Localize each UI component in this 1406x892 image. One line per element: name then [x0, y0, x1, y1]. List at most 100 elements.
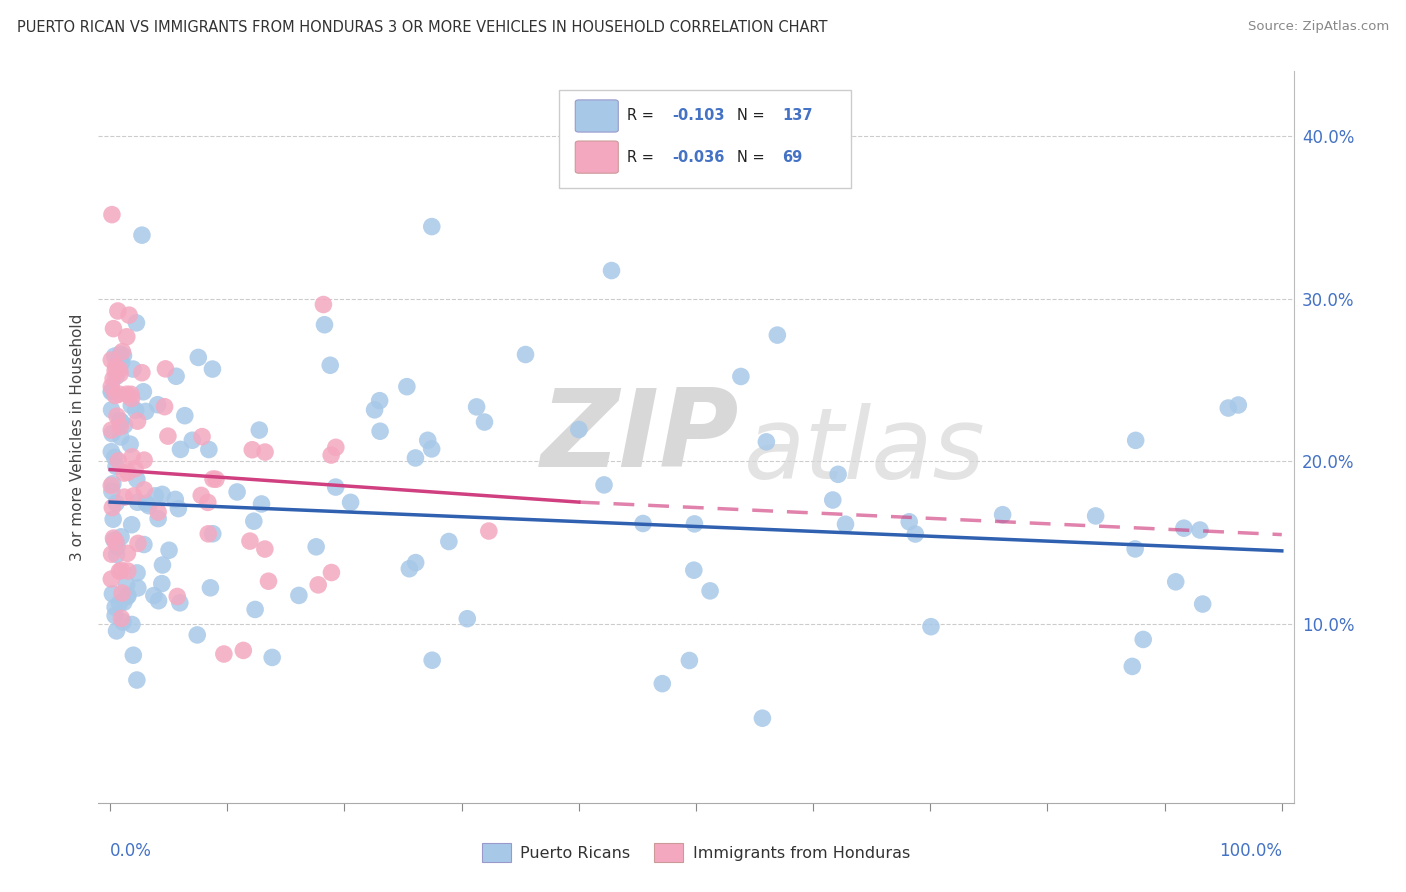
Point — [631, 516, 654, 531]
Point — [110, 430, 132, 444]
Point — [131, 228, 153, 243]
Point — [307, 578, 329, 592]
Point — [100, 478, 122, 492]
Point — [821, 493, 844, 508]
Point — [321, 448, 343, 462]
Point — [100, 423, 122, 437]
Point — [243, 602, 266, 616]
Point — [122, 362, 145, 376]
Point — [600, 263, 623, 277]
Point — [181, 434, 204, 448]
Point — [115, 330, 138, 344]
Point — [465, 400, 488, 414]
Point — [312, 297, 335, 311]
Point — [108, 596, 131, 610]
Point — [101, 500, 124, 515]
Point — [186, 628, 208, 642]
Text: 69: 69 — [782, 150, 803, 165]
Point — [134, 483, 156, 497]
Text: ZIP: ZIP — [541, 384, 740, 490]
Text: atlas: atlas — [744, 403, 986, 500]
Point — [239, 534, 262, 549]
Point — [232, 643, 254, 657]
Point — [138, 499, 160, 513]
Point — [198, 442, 221, 457]
Point — [404, 450, 426, 465]
Point — [110, 347, 132, 361]
Point — [321, 566, 343, 580]
Text: -0.036: -0.036 — [672, 150, 724, 165]
Point — [1173, 521, 1195, 535]
Point — [152, 558, 174, 572]
Text: -0.103: -0.103 — [672, 109, 724, 123]
Point — [766, 328, 789, 343]
Point — [105, 496, 128, 510]
Point — [834, 517, 856, 532]
Point — [132, 384, 155, 399]
Point — [135, 404, 157, 418]
Point — [101, 587, 124, 601]
Point — [103, 533, 125, 547]
Point — [363, 402, 385, 417]
Point — [112, 490, 135, 504]
Point — [105, 459, 128, 474]
Point — [117, 465, 139, 479]
Point — [104, 359, 127, 374]
Point — [682, 563, 704, 577]
Point — [108, 351, 131, 366]
Point — [257, 574, 280, 589]
Point — [108, 367, 131, 381]
Point — [146, 398, 169, 412]
Point — [101, 426, 124, 441]
Point — [115, 590, 138, 604]
Point — [1188, 523, 1211, 537]
Point — [114, 418, 136, 433]
Point — [100, 402, 122, 417]
Point — [105, 624, 128, 638]
Point — [115, 387, 138, 401]
Point — [110, 414, 132, 428]
Point — [247, 423, 270, 437]
Point — [153, 400, 176, 414]
Legend: Puerto Ricans, Immigrants from Honduras: Puerto Ricans, Immigrants from Honduras — [475, 837, 917, 868]
Point — [395, 379, 418, 393]
Point — [197, 526, 219, 541]
Point — [125, 566, 148, 580]
Point — [420, 442, 443, 456]
Point — [201, 472, 224, 486]
Point — [110, 611, 132, 625]
Point — [104, 533, 127, 548]
Point — [105, 369, 128, 384]
Point — [1125, 434, 1147, 448]
Point — [568, 422, 591, 436]
Text: R =: R = — [627, 150, 658, 165]
Point — [200, 581, 222, 595]
Point — [148, 593, 170, 607]
Point — [437, 534, 460, 549]
Point — [121, 617, 143, 632]
Point — [212, 647, 235, 661]
Point — [1227, 398, 1250, 412]
Text: N =: N = — [737, 109, 769, 123]
Point — [165, 492, 187, 507]
Point — [1121, 659, 1143, 673]
Point — [122, 489, 145, 503]
Point — [368, 393, 391, 408]
Point — [127, 495, 149, 509]
Point — [111, 355, 134, 369]
Point — [920, 620, 942, 634]
Point — [683, 516, 706, 531]
Point — [112, 349, 135, 363]
Point — [121, 450, 143, 464]
Point — [1123, 541, 1146, 556]
Point — [254, 445, 277, 459]
Text: 137: 137 — [782, 109, 813, 123]
Point — [166, 590, 188, 604]
Point — [474, 415, 496, 429]
Point — [127, 581, 149, 595]
Point — [478, 524, 501, 538]
Point — [325, 480, 347, 494]
Point — [117, 546, 139, 560]
Point — [100, 572, 122, 586]
Point — [1132, 632, 1154, 647]
